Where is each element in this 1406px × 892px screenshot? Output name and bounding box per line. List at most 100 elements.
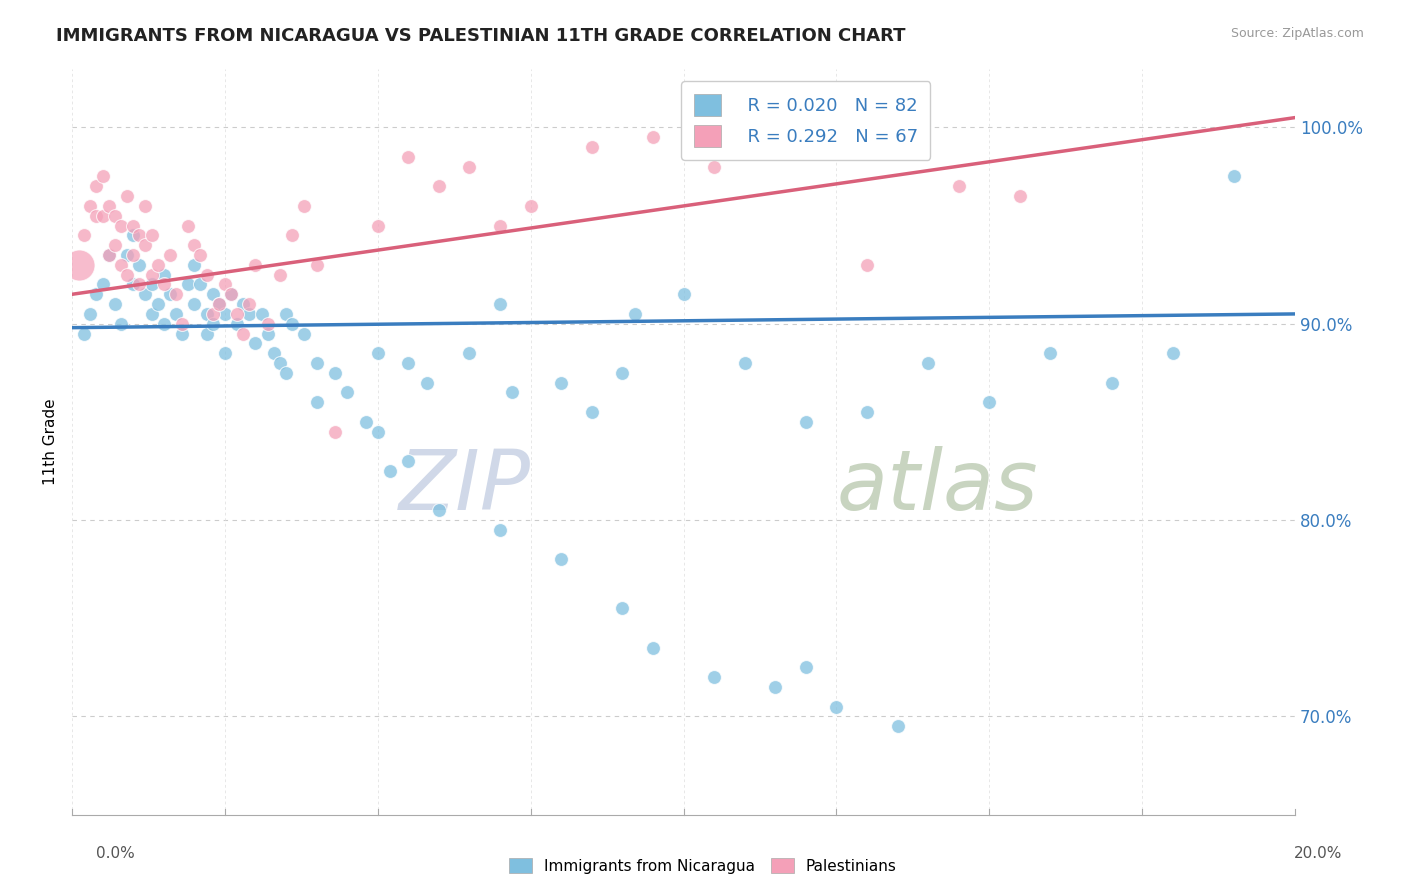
Point xyxy=(354,415,377,429)
Point xyxy=(323,425,346,439)
Point xyxy=(292,199,315,213)
Point xyxy=(458,346,481,360)
Point xyxy=(550,552,572,566)
Point xyxy=(86,209,108,223)
Point xyxy=(141,307,163,321)
Point xyxy=(292,326,315,341)
Point xyxy=(238,307,260,321)
Point xyxy=(79,307,101,321)
Point xyxy=(703,160,725,174)
Point xyxy=(612,601,634,615)
Point xyxy=(1161,346,1184,360)
Point xyxy=(134,199,156,213)
Point xyxy=(250,307,273,321)
Point xyxy=(396,356,419,370)
Point xyxy=(427,503,450,517)
Point xyxy=(734,356,756,370)
Text: Source: ZipAtlas.com: Source: ZipAtlas.com xyxy=(1230,27,1364,40)
Point xyxy=(263,346,285,360)
Point xyxy=(641,130,664,145)
Point xyxy=(641,640,664,655)
Point xyxy=(245,258,267,272)
Point xyxy=(86,179,108,194)
Point xyxy=(281,317,304,331)
Point xyxy=(183,238,205,252)
Point xyxy=(763,680,786,694)
Point xyxy=(948,179,970,194)
Point xyxy=(979,395,1001,409)
Point xyxy=(1223,169,1246,184)
Point xyxy=(183,258,205,272)
Point xyxy=(91,169,114,184)
Point xyxy=(214,307,236,321)
Point xyxy=(97,248,120,262)
Point xyxy=(97,248,120,262)
Point xyxy=(458,160,481,174)
Point xyxy=(128,258,150,272)
Point xyxy=(208,297,231,311)
Point xyxy=(623,307,645,321)
Point xyxy=(172,317,194,331)
Point xyxy=(1008,189,1031,203)
Point xyxy=(91,277,114,292)
Point xyxy=(146,258,169,272)
Point xyxy=(110,219,132,233)
Legend: Immigrants from Nicaragua, Palestinians: Immigrants from Nicaragua, Palestinians xyxy=(503,852,903,880)
Point xyxy=(79,199,101,213)
Point xyxy=(856,258,879,272)
Point xyxy=(581,405,603,419)
Point xyxy=(201,317,224,331)
Point xyxy=(256,326,278,341)
Point xyxy=(336,385,359,400)
Point xyxy=(489,219,512,233)
Point xyxy=(172,326,194,341)
Point xyxy=(396,150,419,164)
Point xyxy=(232,326,254,341)
Point xyxy=(274,307,297,321)
Point xyxy=(104,297,127,311)
Point xyxy=(367,425,389,439)
Point xyxy=(489,297,512,311)
Text: atlas: atlas xyxy=(837,446,1038,527)
Legend:   R = 0.020   N = 82,   R = 0.292   N = 67: R = 0.020 N = 82, R = 0.292 N = 67 xyxy=(682,81,931,160)
Point xyxy=(917,356,939,370)
Text: ZIP: ZIP xyxy=(399,446,530,527)
Point xyxy=(886,719,908,733)
Point xyxy=(274,366,297,380)
Point xyxy=(232,297,254,311)
Point xyxy=(122,248,145,262)
Point xyxy=(305,258,328,272)
Point xyxy=(190,248,212,262)
Point xyxy=(501,385,523,400)
Point xyxy=(146,297,169,311)
Point xyxy=(110,317,132,331)
Y-axis label: 11th Grade: 11th Grade xyxy=(44,398,58,485)
Point xyxy=(305,356,328,370)
Point xyxy=(165,307,187,321)
Point xyxy=(67,258,90,272)
Point xyxy=(214,346,236,360)
Point xyxy=(489,523,512,537)
Point xyxy=(226,307,249,321)
Point xyxy=(281,228,304,243)
Point xyxy=(195,326,218,341)
Text: 20.0%: 20.0% xyxy=(1295,846,1343,861)
Point xyxy=(97,199,120,213)
Point xyxy=(550,376,572,390)
Point xyxy=(794,415,817,429)
Point xyxy=(195,268,218,282)
Point xyxy=(201,287,224,301)
Point xyxy=(1039,346,1062,360)
Point xyxy=(152,268,174,282)
Point xyxy=(115,189,138,203)
Point xyxy=(159,287,181,301)
Point xyxy=(115,248,138,262)
Point xyxy=(219,287,242,301)
Point xyxy=(104,238,127,252)
Point xyxy=(367,346,389,360)
Point xyxy=(794,660,817,674)
Point xyxy=(201,307,224,321)
Point xyxy=(91,209,114,223)
Point xyxy=(134,238,156,252)
Point xyxy=(73,326,96,341)
